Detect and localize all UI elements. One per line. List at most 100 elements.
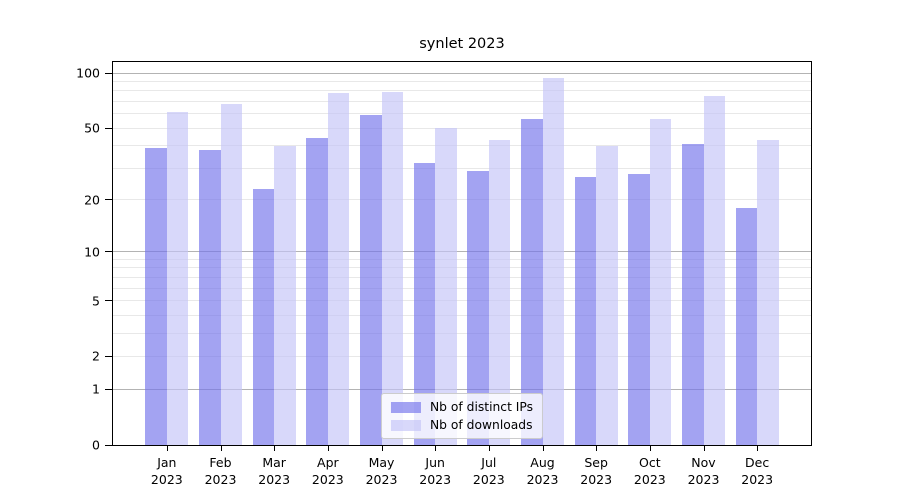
bar-downloads bbox=[757, 140, 779, 445]
gridline-major bbox=[113, 251, 811, 253]
y-tick-mark bbox=[105, 199, 112, 201]
bar-group-dec bbox=[730, 62, 784, 445]
y-axis-tick-marks bbox=[105, 61, 112, 446]
gridline-minor bbox=[113, 127, 811, 129]
bar-downloads bbox=[381, 91, 404, 445]
bar-distinct-ips bbox=[628, 173, 650, 445]
bar-downloads bbox=[220, 103, 242, 445]
bar-group-jul bbox=[462, 62, 516, 445]
legend-item-downloads: Nb of downloads bbox=[390, 418, 533, 432]
y-tick-mark bbox=[105, 444, 112, 446]
bar-distinct-ips bbox=[145, 147, 167, 445]
bar-group-aug bbox=[516, 62, 570, 445]
bar-downloads bbox=[327, 92, 350, 445]
y-tick-mark bbox=[105, 388, 112, 390]
y-tick-mark bbox=[105, 251, 112, 253]
bar-group-sep bbox=[569, 62, 623, 445]
x-axis-tick-labels: Jan 2023 Feb 2023 Mar 2023 Apr 2023 May 2023 Jun 20… bbox=[112, 446, 812, 496]
gridline-minor bbox=[113, 332, 811, 334]
bar-distinct-ips bbox=[521, 119, 543, 445]
y-tick-mark bbox=[105, 127, 112, 129]
y-tick-label: 20 bbox=[84, 192, 100, 208]
x-tick-label-jun: Jun 2023 bbox=[419, 455, 452, 487]
gridline-minor bbox=[113, 113, 811, 115]
x-tick-mark bbox=[703, 446, 705, 451]
bar-distinct-ips bbox=[252, 188, 275, 445]
x-tick-mark bbox=[220, 446, 222, 451]
gridline-minor bbox=[113, 90, 811, 92]
bar-distinct-ips bbox=[735, 207, 758, 445]
bar-downloads bbox=[542, 78, 565, 445]
x-tick-label-feb: Feb 2023 bbox=[204, 455, 237, 487]
legend-label-downloads: Nb of downloads bbox=[429, 418, 533, 432]
gridline-minor bbox=[113, 267, 811, 269]
bar-distinct-ips bbox=[467, 170, 489, 445]
x-tick-mark bbox=[381, 446, 383, 451]
y-tick-label: 50 bbox=[84, 120, 100, 136]
bar-group-nov bbox=[677, 62, 731, 445]
bar-downloads bbox=[488, 140, 511, 445]
legend-swatch-downloads bbox=[390, 419, 421, 431]
bar-group-may bbox=[355, 62, 409, 445]
x-tick-label-sep: Sep 2023 bbox=[580, 455, 613, 487]
bar-downloads bbox=[435, 128, 457, 445]
x-tick-mark bbox=[488, 446, 490, 451]
gridline-major bbox=[113, 388, 811, 390]
gridline-major bbox=[113, 72, 811, 74]
x-tick-label-jul: Jul 2023 bbox=[472, 455, 505, 487]
x-tick-mark bbox=[435, 446, 437, 451]
bar-downloads bbox=[596, 145, 618, 445]
x-tick-label-nov: Nov 2023 bbox=[687, 455, 720, 487]
x-tick-label-aug: Aug 2023 bbox=[526, 455, 559, 487]
bar-downloads bbox=[274, 145, 296, 445]
y-tick-mark bbox=[105, 72, 112, 74]
y-tick-label: 100 bbox=[76, 65, 100, 81]
y-tick-label: 2 bbox=[92, 348, 100, 364]
bar-groups bbox=[113, 62, 811, 445]
gridline-minor bbox=[113, 145, 811, 147]
x-tick-label-jan: Jan 2023 bbox=[150, 455, 183, 487]
bar-downloads bbox=[703, 96, 726, 445]
gridline-minor bbox=[113, 287, 811, 289]
legend-swatch-distinct-ips bbox=[390, 401, 421, 413]
x-tick-mark bbox=[757, 446, 759, 451]
x-tick-mark bbox=[542, 446, 544, 451]
bar-group-jun bbox=[408, 62, 462, 445]
gridline-minor bbox=[113, 355, 811, 357]
y-tick-mark bbox=[105, 355, 112, 357]
gridline-minor bbox=[113, 81, 811, 83]
gridline-minor bbox=[113, 314, 811, 316]
x-tick-mark bbox=[274, 446, 276, 451]
y-tick-label: 5 bbox=[92, 293, 100, 309]
bar-distinct-ips bbox=[574, 176, 597, 445]
x-tick-label-may: May 2023 bbox=[365, 455, 398, 487]
legend-item-distinct-ips: Nb of distinct IPs bbox=[390, 400, 534, 414]
gridline-minor bbox=[113, 258, 811, 260]
bar-distinct-ips bbox=[360, 115, 382, 445]
bar-distinct-ips bbox=[413, 163, 436, 445]
y-tick-label: 0 bbox=[92, 437, 100, 453]
x-tick-label-dec: Dec 2023 bbox=[741, 455, 774, 487]
y-axis-tick-labels: 100 50 20 10 5 2 1 0 bbox=[0, 61, 100, 453]
bar-group-mar bbox=[247, 62, 301, 445]
x-tick-mark bbox=[327, 446, 329, 451]
y-tick-mark bbox=[105, 300, 112, 302]
gridline-minor bbox=[113, 276, 811, 278]
x-tick-label-oct: Oct 2023 bbox=[633, 455, 666, 487]
legend: Nb of distinct IPs Nb of downloads bbox=[380, 393, 544, 439]
bar-group-apr bbox=[301, 62, 355, 445]
plot-area: Nb of distinct IPs Nb of downloads bbox=[112, 61, 812, 446]
bar-distinct-ips bbox=[682, 143, 704, 445]
gridline-minor bbox=[113, 167, 811, 169]
bar-downloads bbox=[166, 112, 189, 445]
x-tick-label-apr: Apr 2023 bbox=[311, 455, 344, 487]
gridline-minor bbox=[113, 300, 811, 302]
bar-downloads bbox=[649, 119, 672, 445]
bar-group-feb bbox=[194, 62, 248, 445]
bar-distinct-ips bbox=[199, 149, 221, 445]
gridline-minor bbox=[113, 101, 811, 103]
legend-label-distinct-ips: Nb of distinct IPs bbox=[429, 400, 534, 414]
y-tick-label: 10 bbox=[84, 244, 100, 260]
bar-group-oct bbox=[623, 62, 677, 445]
